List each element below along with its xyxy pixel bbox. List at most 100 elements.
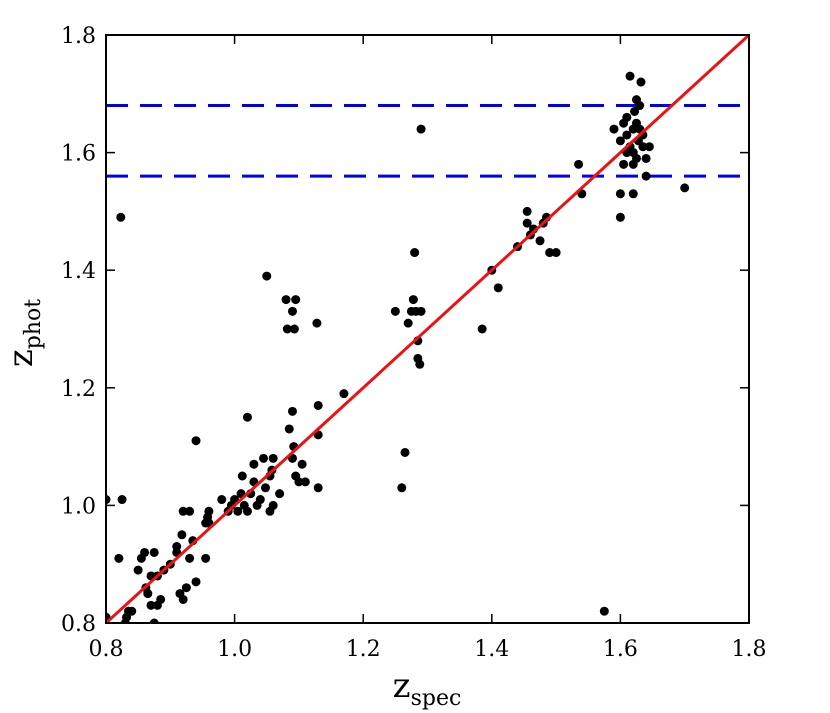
data-point — [260, 483, 270, 493]
data-point — [400, 447, 410, 457]
fit-line — [106, 35, 749, 623]
data-point — [146, 600, 156, 610]
data-point — [625, 71, 635, 81]
x-tick-label: 1.0 — [217, 637, 252, 662]
data-point — [635, 101, 645, 111]
data-point — [415, 359, 425, 369]
data-point — [284, 424, 294, 434]
data-point — [477, 324, 487, 334]
data-point — [117, 495, 127, 505]
data-point — [255, 495, 265, 505]
data-point — [403, 318, 413, 328]
data-point — [140, 547, 150, 557]
data-point — [644, 142, 654, 152]
y-tick-label: 1.4 — [61, 259, 96, 284]
data-point — [185, 506, 195, 516]
data-point — [156, 594, 166, 604]
data-point — [204, 506, 214, 516]
data-point — [535, 236, 545, 246]
data-point — [177, 530, 187, 540]
data-point — [630, 106, 640, 116]
data-point — [262, 271, 272, 281]
data-point — [638, 142, 648, 152]
data-point — [609, 124, 619, 134]
data-point — [545, 248, 555, 258]
data-point — [599, 606, 609, 616]
data-point — [127, 606, 137, 616]
x-tick-label: 1.6 — [603, 637, 638, 662]
data-point — [615, 136, 625, 146]
data-point — [297, 459, 307, 469]
data-point — [631, 153, 641, 163]
data-point — [282, 324, 292, 334]
data-point — [641, 153, 651, 163]
data-point — [172, 542, 182, 552]
data-point — [410, 248, 420, 258]
data-point — [191, 577, 201, 587]
x-tick-label: 1.4 — [474, 637, 509, 662]
data-point — [416, 124, 426, 134]
x-tick-label: 1.8 — [732, 637, 767, 662]
data-point — [191, 436, 201, 446]
data-point — [416, 306, 426, 316]
data-point — [106, 495, 111, 505]
y-tick-label: 1.2 — [61, 377, 96, 402]
plot-frame — [105, 34, 750, 624]
data-point — [636, 77, 646, 87]
data-point — [249, 459, 259, 469]
plot-content — [106, 35, 749, 623]
data-point — [622, 130, 632, 140]
data-point — [339, 389, 349, 399]
data-point — [242, 506, 252, 516]
data-point — [259, 453, 269, 463]
data-point — [390, 306, 400, 316]
axis-ticks: 0.8 1.0 1.2 1.4 1.6 1.8 0.8 1.0 1.2 1.4 1.6 1.8 — [61, 24, 767, 662]
data-point — [233, 506, 243, 516]
data-point — [116, 212, 126, 222]
data-point — [408, 295, 418, 305]
data-point — [201, 553, 211, 563]
data-point — [313, 400, 323, 410]
data-point — [522, 218, 532, 228]
data-point — [149, 547, 159, 557]
y-tick-label: 1.8 — [61, 24, 96, 49]
y-tick-label: 1.0 — [61, 494, 96, 519]
data-point — [493, 283, 503, 293]
data-point — [313, 483, 323, 493]
data-point — [149, 618, 159, 623]
data-point — [268, 453, 278, 463]
data-point — [178, 594, 188, 604]
x-tick-label: 0.8 — [89, 637, 124, 662]
data-point — [312, 318, 322, 328]
data-point — [619, 159, 629, 169]
y-tick-label: 1.6 — [61, 142, 96, 167]
data-point — [281, 295, 291, 305]
data-point — [628, 189, 638, 199]
data-point — [133, 565, 143, 575]
data-point — [641, 171, 651, 181]
data-point — [300, 477, 310, 487]
data-point — [217, 495, 227, 505]
data-point — [242, 412, 252, 422]
x-tick-label: 1.2 — [346, 637, 381, 662]
y-tick-label: 0.8 — [61, 612, 96, 637]
data-point — [397, 483, 407, 493]
data-point — [289, 324, 299, 334]
data-point — [622, 112, 632, 122]
data-point — [185, 553, 195, 563]
data-point — [615, 189, 625, 199]
data-point — [114, 553, 124, 563]
y-axis-label: zphot — [1, 299, 46, 367]
data-point — [522, 206, 532, 216]
data-point — [275, 489, 285, 499]
data-point — [551, 248, 561, 258]
data-point — [294, 477, 304, 487]
data-point — [287, 406, 297, 416]
data-point — [680, 183, 690, 193]
data-point — [178, 506, 188, 516]
data-point — [287, 306, 297, 316]
data-point — [615, 212, 625, 222]
data-point — [237, 471, 247, 481]
data-point — [268, 500, 278, 510]
